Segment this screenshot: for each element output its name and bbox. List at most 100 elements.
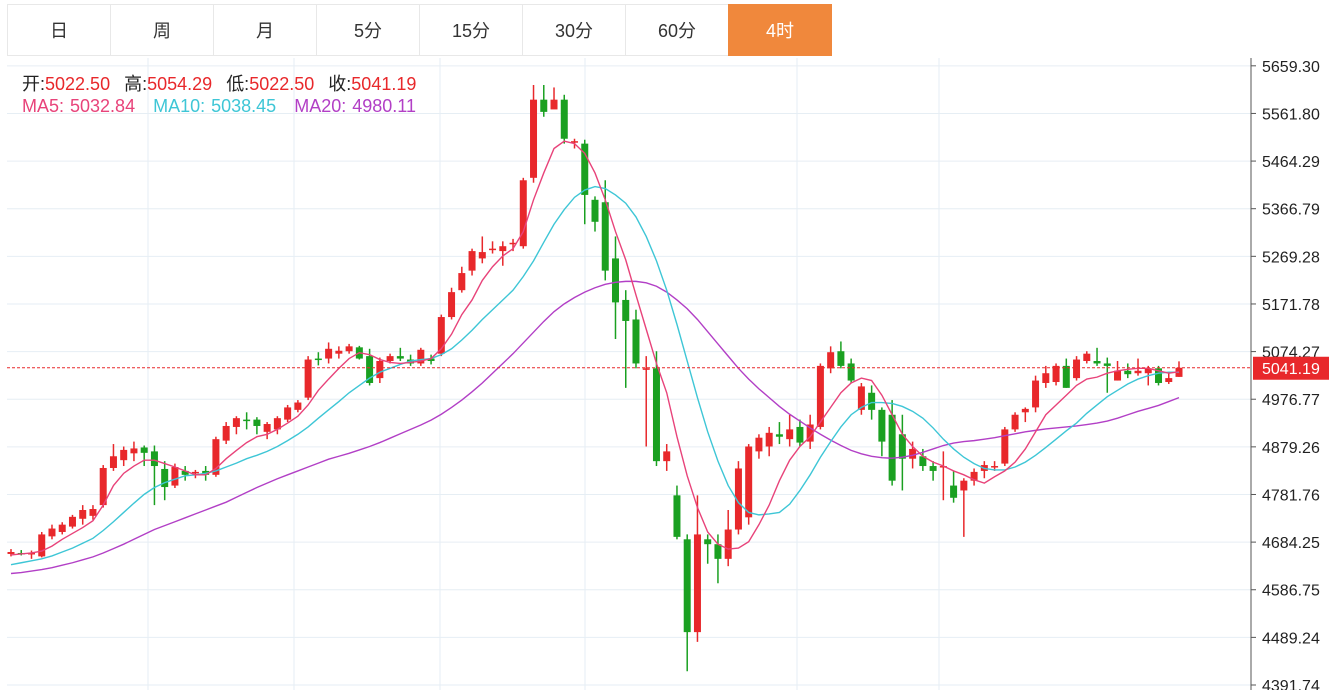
close-label: 收: [328, 74, 352, 94]
candle-body [376, 361, 384, 379]
candle-body [591, 199, 599, 222]
candle-body [1114, 370, 1122, 381]
y-tick-label: 5561.80 [1262, 106, 1320, 123]
ma5-line [10, 140, 1180, 556]
tab-15min[interactable]: 15分 [419, 4, 523, 56]
tab-30min[interactable]: 30分 [522, 4, 626, 56]
candle-body [571, 141, 579, 143]
candle-body [1001, 429, 1009, 464]
last-price-label: 5041.19 [1262, 361, 1320, 378]
candle-body [519, 180, 527, 247]
open-label: 开: [22, 74, 46, 94]
candle-body [550, 99, 558, 110]
candle-body [652, 368, 660, 462]
candle-body [366, 356, 374, 383]
ma5-value: 5032.84 [70, 96, 136, 116]
candle-body [1042, 373, 1050, 383]
candle-body [857, 386, 865, 410]
y-tick-label: 4976.77 [1262, 392, 1320, 409]
candle-body [806, 424, 814, 442]
candle-body [458, 273, 466, 291]
tab-5min[interactable]: 5分 [316, 4, 420, 56]
candle-body [448, 292, 456, 318]
ma10-line [10, 185, 1179, 566]
candle-body [161, 468, 169, 488]
candle-body [294, 402, 302, 410]
candle-body [427, 358, 435, 362]
candle-body [704, 539, 712, 545]
candle-body [243, 419, 251, 422]
candle-body [673, 495, 681, 537]
candle-body [919, 456, 927, 467]
candle-body [1021, 408, 1029, 413]
candle-body [222, 425, 230, 441]
candlestick-chart[interactable]: 5659.30 5561.80 5464.29 5366.79 5269.28 5171.… [0, 58, 1329, 690]
candle-body [622, 299, 630, 321]
candle-body [1124, 370, 1132, 375]
candle-body [314, 358, 322, 361]
candle-body [929, 466, 937, 471]
candle-body [960, 480, 968, 491]
candle-body [140, 447, 148, 453]
y-tick-label: 5171.78 [1262, 297, 1320, 314]
candle-body [335, 350, 343, 354]
candle-body [130, 448, 138, 454]
candle-body [99, 467, 107, 506]
candle-body [693, 534, 701, 633]
candle-body [888, 414, 896, 481]
candle-body [581, 143, 589, 195]
y-tick-label: 4879.26 [1262, 440, 1320, 457]
candle-body [468, 251, 476, 271]
candle-body [909, 448, 917, 459]
candle-body [7, 552, 15, 554]
ma20-value: 4980.11 [352, 96, 416, 116]
candle-body [325, 348, 333, 359]
candle-body [970, 471, 978, 481]
candle-body [253, 419, 261, 426]
tab-4hour[interactable]: 4时 [728, 4, 832, 56]
candle-body [284, 407, 292, 420]
y-tick-label: 5366.79 [1262, 202, 1320, 219]
last-price-tag [1253, 356, 1329, 380]
ma20-label: MA20: [294, 96, 347, 116]
y-tick-label: 4684.25 [1262, 535, 1320, 552]
candle-body [1062, 365, 1070, 388]
high-value: 5054.29 [147, 74, 213, 94]
candle-body [734, 468, 742, 530]
candle-body [540, 99, 548, 112]
candle-body [642, 368, 650, 370]
candle-body [212, 439, 220, 475]
tab-day[interactable]: 日 [7, 4, 111, 56]
candle-body [417, 349, 425, 364]
y-tick-label: 4781.76 [1262, 487, 1320, 504]
candle-body [263, 424, 271, 432]
tab-week[interactable]: 周 [110, 4, 214, 56]
candle-body [1144, 368, 1152, 374]
candle-body [304, 359, 312, 398]
candle-body [1083, 353, 1091, 362]
candle-body [58, 524, 66, 532]
candle-body [868, 392, 876, 410]
candle-body [724, 529, 732, 559]
candle-body [878, 409, 886, 442]
high-label: 高: [124, 74, 148, 94]
tab-60min[interactable]: 60分 [625, 4, 729, 56]
candle-body [1155, 368, 1163, 383]
candle-body [611, 258, 619, 303]
candle-body [755, 437, 763, 452]
candle-body [1165, 378, 1173, 383]
candle-body [89, 509, 97, 516]
candle-body [683, 539, 691, 633]
tab-month[interactable]: 月 [213, 4, 317, 56]
candle-body [601, 202, 609, 271]
candle-body [745, 446, 753, 518]
candle-body [48, 528, 56, 537]
candle-body [950, 485, 958, 498]
y-tick-label: 4391.74 [1262, 678, 1320, 690]
candle-body [796, 426, 804, 443]
candle-body [191, 471, 199, 474]
open-value: 5022.50 [45, 74, 111, 94]
candle-body [827, 352, 835, 369]
candle-body [1134, 370, 1142, 374]
candle-body [386, 356, 394, 362]
